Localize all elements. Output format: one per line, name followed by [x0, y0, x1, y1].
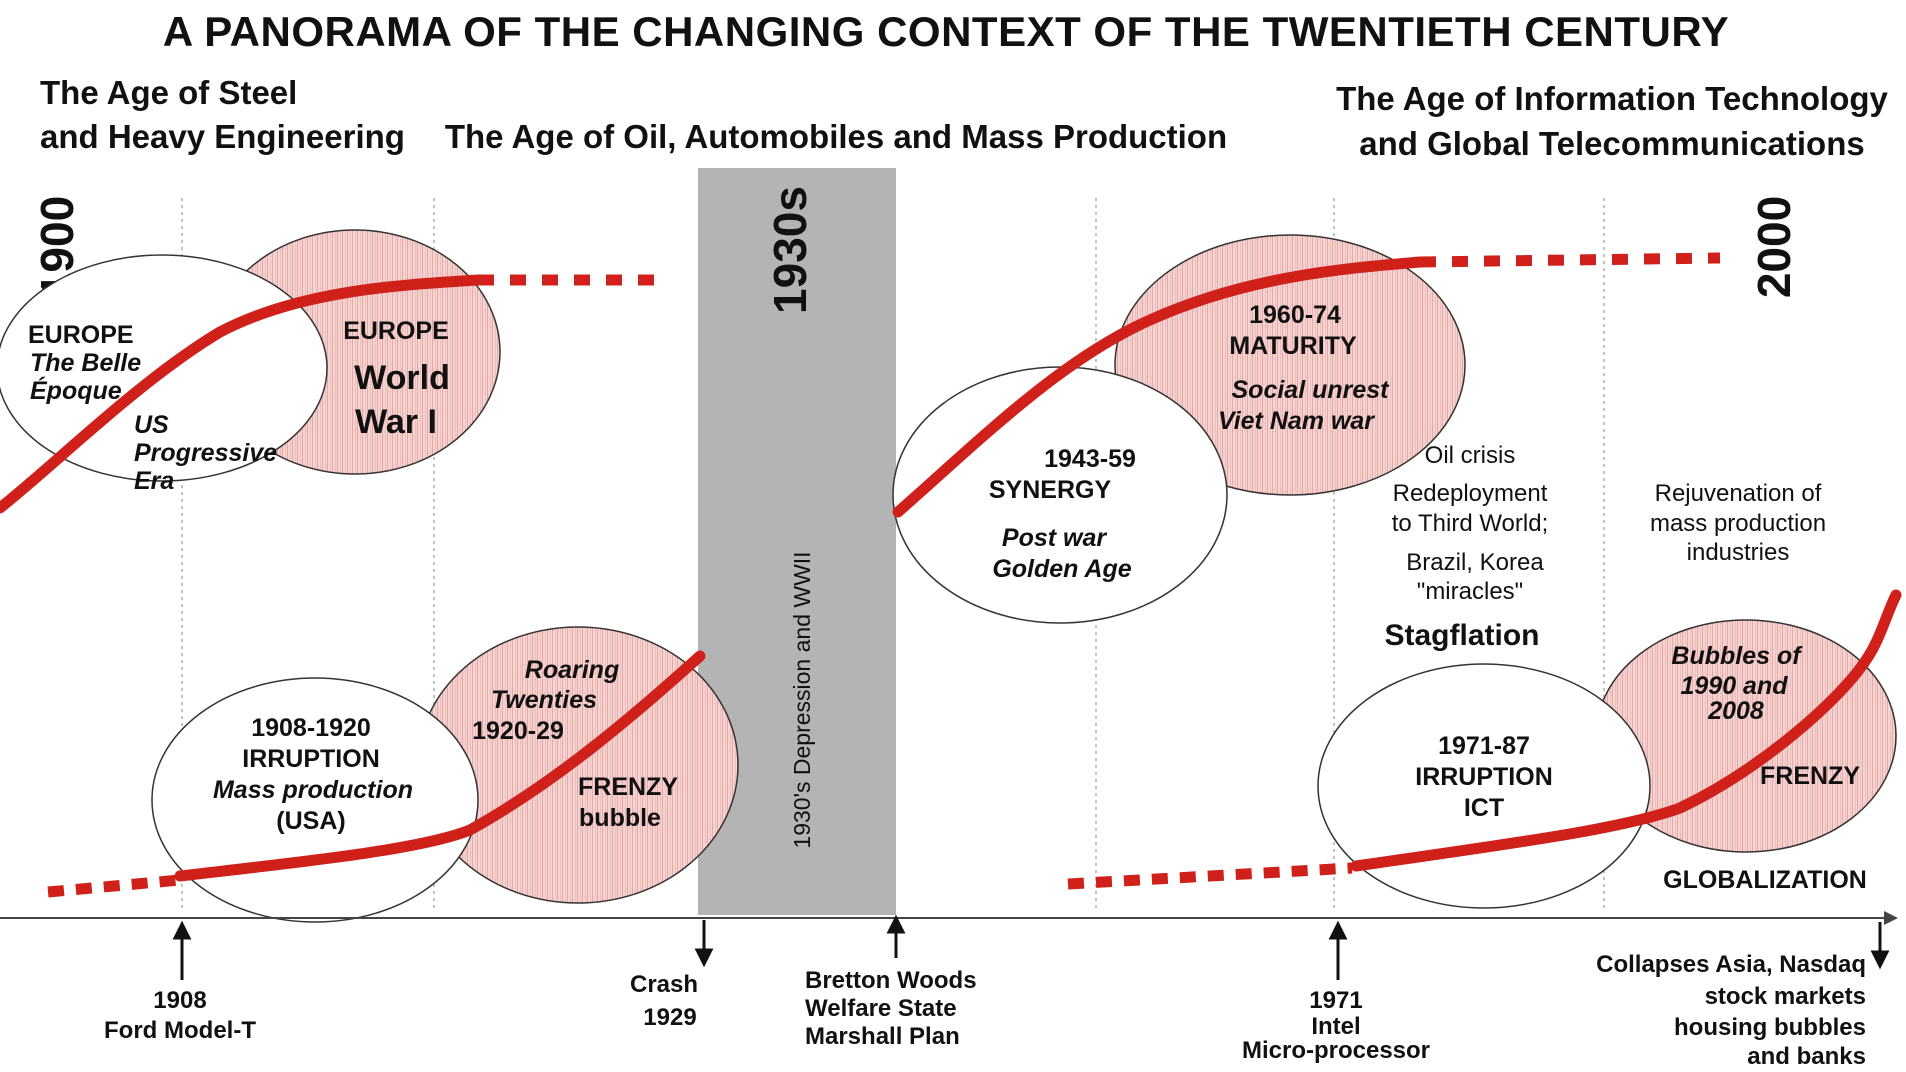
synergy-years: 1943-59 [1044, 445, 1136, 473]
crash-label: Crash [630, 971, 698, 998]
maturity-years: 1960-74 [1249, 301, 1341, 329]
bretton-woods-label: Bretton Woods [805, 967, 977, 994]
collapses-label-4: and banks [1747, 1043, 1866, 1070]
curve-steel [0, 274, 484, 514]
microprocessor-label: Micro-processor [1242, 1037, 1430, 1064]
oil-crisis-label: Oil crisis [1425, 442, 1516, 469]
us-label: US [134, 411, 169, 439]
ellipse-irruption-1908 [151, 677, 479, 923]
era-ict-line2: and Global Telecommunications [1359, 125, 1864, 162]
ford-label: Ford Model-T [104, 1017, 256, 1044]
collapses-label-1: Collapses Asia, Nasdaq [1596, 951, 1866, 978]
event-arrows [172, 914, 1890, 980]
ford-year: 1908 [153, 987, 206, 1014]
redeployment-label: Redeployment [1393, 480, 1548, 507]
irruption-1971-years: 1971-87 [1438, 732, 1530, 760]
ellipse-irruption-1971 [1317, 663, 1651, 909]
frenzy-ict-label: FRENZY [1760, 762, 1860, 790]
globalization-label: GLOBALIZATION [1663, 866, 1867, 894]
frenzy-1920-label: FRENZY [578, 773, 678, 801]
depression-band-label: 1930's Depression and WWII [789, 551, 815, 848]
vietnam-label: Viet Nam war [1218, 407, 1375, 435]
roaring-label: Roaring [525, 656, 619, 684]
epoque-label: Époque [30, 376, 122, 405]
arrow-crash-head [694, 948, 714, 968]
irruption-1971-label: IRRUPTION [1415, 763, 1553, 791]
bubbles-label-3: 2008 [1707, 697, 1764, 725]
time-axis-arrowhead [1884, 911, 1898, 925]
marshall-plan-label: Marshall Plan [805, 1023, 960, 1050]
third-world-label: to Third World; [1392, 510, 1549, 537]
year-1930s: 1930s [764, 186, 816, 314]
twenties-label: Twenties [491, 686, 597, 714]
arrow-bretton-head [886, 914, 906, 934]
rejuvenation-label-1: Rejuvenation of [1655, 480, 1822, 507]
belle-label: The Belle [30, 349, 141, 377]
irruption-1908-years: 1908-1920 [251, 714, 371, 742]
ict-label: ICT [1464, 794, 1504, 822]
intel-year: 1971 [1309, 987, 1362, 1014]
crash-year: 1929 [643, 1004, 696, 1031]
curve-oil-maturity-dotted [1419, 252, 1721, 268]
curve-oil-irruption [174, 650, 706, 882]
usa-label: (USA) [276, 807, 345, 835]
rejuvenation-label-3: industries [1687, 539, 1790, 566]
welfare-state-label: Welfare State [805, 995, 957, 1022]
arrow-intel-head [1328, 920, 1348, 940]
social-unrest-label: Social unrest [1232, 376, 1391, 404]
era-oil: The Age of Oil, Automobiles and Mass Pro… [445, 118, 1227, 155]
curve-oil-dotted [47, 874, 181, 898]
miracles-label: "miracles" [1417, 578, 1523, 605]
arrow-ford-head [172, 920, 192, 940]
europe-ww1-label: EUROPE [343, 317, 449, 345]
curve-oil-maturity [892, 256, 1426, 518]
world-label: World [354, 359, 450, 397]
s-curves [0, 252, 1902, 898]
brazil-korea-label: Brazil, Korea [1406, 549, 1544, 576]
curve-ict-dotted [1067, 862, 1353, 890]
page-title: A PANORAMA OF THE CHANGING CONTEXT OF TH… [163, 8, 1729, 55]
stagflation-label: Stagflation [1385, 619, 1540, 652]
europe-belle-label: EUROPE [28, 321, 134, 349]
intel-label: Intel [1311, 1013, 1360, 1040]
progressive-label: Progressive [134, 439, 277, 467]
collapses-label-3: housing bubbles [1674, 1014, 1866, 1041]
year-2000: 2000 [1748, 196, 1800, 298]
era-steel-line2: and Heavy Engineering [40, 118, 405, 155]
roaring-years: 1920-29 [472, 717, 564, 745]
post-war-label: Post war [1002, 524, 1107, 552]
arrow-collapses-head [1870, 950, 1890, 970]
synergy-label: SYNERGY [989, 476, 1112, 504]
golden-age-label: Golden Age [992, 555, 1131, 583]
mass-production-label: Mass production [213, 776, 413, 804]
era-ict-line1: The Age of Information Technology [1336, 80, 1888, 117]
irruption-1908-label: IRRUPTION [242, 745, 380, 773]
era-label: Era [134, 467, 174, 495]
bubbles-label-1: Bubbles of [1671, 642, 1803, 670]
bubbles-label-2: 1990 and [1680, 672, 1788, 700]
bubble-label: bubble [579, 804, 661, 832]
rejuvenation-label-2: mass production [1650, 510, 1826, 537]
curve-ict [1350, 589, 1902, 872]
maturity-label: MATURITY [1229, 332, 1357, 360]
war1-label: War I [355, 403, 437, 441]
era-steel-line1: The Age of Steel [40, 74, 297, 111]
collapses-label-2: stock markets [1705, 983, 1866, 1010]
